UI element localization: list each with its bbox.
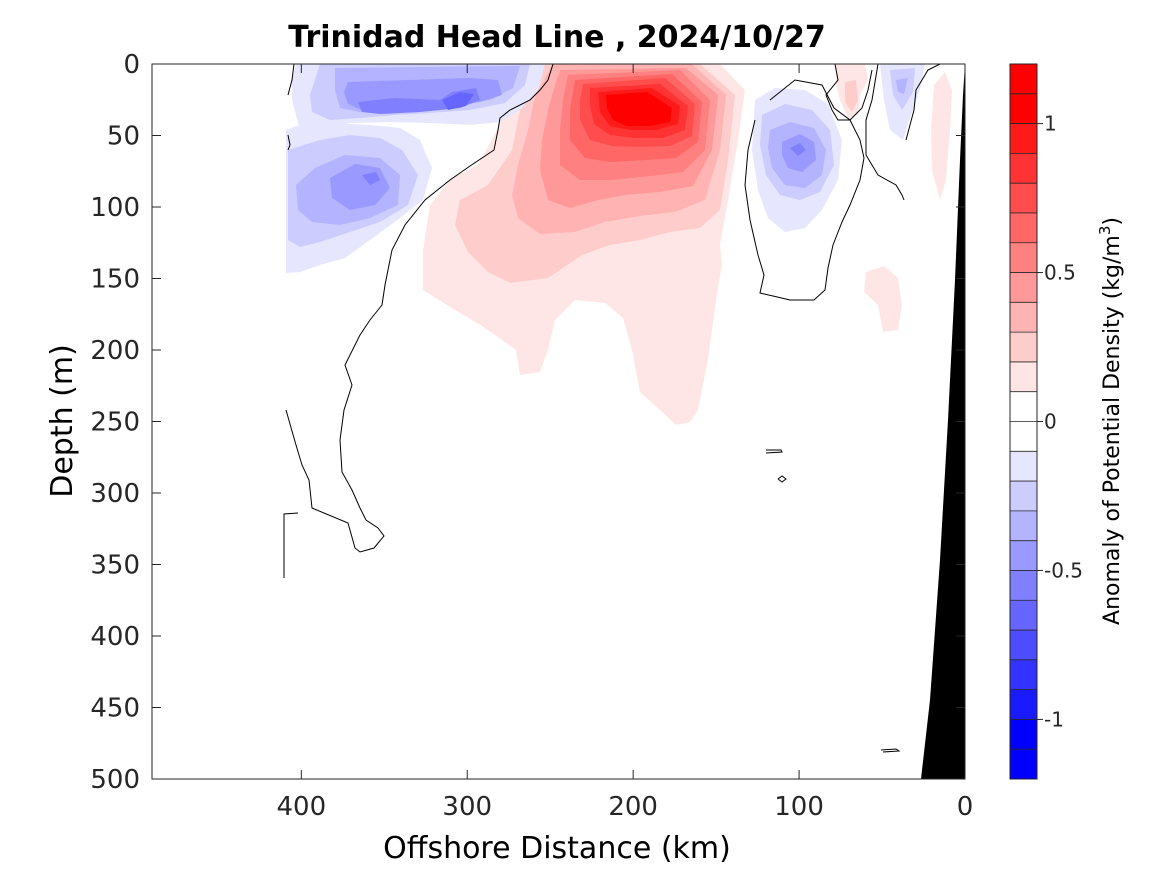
zero-contour-line (765, 449, 783, 454)
colorbar-segment (1010, 302, 1037, 333)
anomaly-region (606, 92, 672, 126)
y-tick-label: 100 (90, 193, 140, 223)
colorbar-segment (1010, 749, 1037, 779)
colorbar-segment (1010, 391, 1037, 422)
colorbar-label: Anomaly of Potential Density (kg/m3) (1096, 217, 1125, 625)
colorbar-segment (1010, 659, 1037, 690)
colorbar-segment (1010, 272, 1037, 303)
zero-contour-line (825, 64, 873, 121)
colorbar-segment (1010, 64, 1037, 94)
colorbar-segment (1010, 451, 1037, 482)
y-tick-label: 250 (90, 408, 140, 438)
y-tick-label: 400 (90, 622, 140, 652)
colorbar-segment (1010, 481, 1037, 511)
zero-contour-line (880, 748, 901, 753)
colorbar-segment (1010, 93, 1037, 124)
zero-contour-line (744, 79, 865, 301)
y-tick-label: 200 (90, 336, 140, 366)
zero-contour-line (905, 64, 941, 141)
colorbar-segment (1010, 510, 1037, 541)
x-axis-ticks: 400 300 200 100 0 (277, 64, 974, 822)
colorbar-segment (1010, 421, 1037, 452)
x-tick-label: 200 (608, 792, 658, 822)
zero-contour-line (865, 64, 905, 201)
x-axis-label: Offshore Distance (km) (383, 831, 731, 866)
colorbar-segment (1010, 540, 1037, 571)
colorbar-segment (1010, 630, 1037, 660)
colorbar-tick-label: -0.5 (1044, 558, 1083, 582)
anomaly-region (442, 92, 474, 110)
y-tick-label: 350 (90, 551, 140, 581)
colorbar (1009, 63, 1038, 780)
anomaly-region (362, 172, 380, 185)
zero-contour-line (285, 64, 554, 553)
x-tick-label: 400 (277, 792, 327, 822)
colorbar-segment (1010, 183, 1037, 213)
anomaly-region (896, 78, 908, 94)
colorbar-ticks: 1 0.5 0 -0.5 -1 (1037, 112, 1083, 731)
colorbar-segment (1010, 332, 1037, 362)
zero-contour-line (287, 64, 295, 96)
x-tick-label: 100 (774, 792, 824, 822)
zero-contour-line (287, 134, 291, 151)
colorbar-segment (1010, 361, 1037, 392)
bathymetry-shelf (921, 64, 965, 779)
colorbar-segment (1010, 212, 1037, 243)
colorbar-tick-label: 0.5 (1044, 261, 1076, 285)
colorbar-tick-label: 1 (1044, 112, 1057, 136)
colorbar-segment (1010, 689, 1037, 720)
x-tick-label: 300 (442, 792, 492, 822)
anomaly-region (395, 68, 445, 80)
colorbar-segment (1010, 570, 1037, 601)
y-tick-label: 300 (90, 479, 140, 509)
anomaly-region (864, 266, 902, 332)
colorbar-tick-label: 0 (1044, 410, 1057, 434)
y-tick-label: 450 (90, 694, 140, 724)
anomaly-region (845, 80, 858, 112)
y-axis-ticks: 0 50 100 150 200 250 300 350 400 450 500 (90, 50, 965, 795)
y-axis-label: Depth (m) (45, 344, 80, 498)
plot-area (283, 64, 965, 779)
colorbar-tick-label: -1 (1044, 707, 1064, 731)
anomaly-fills (286, 64, 952, 425)
x-tick-label: 0 (957, 792, 974, 822)
y-tick-label: 50 (107, 122, 140, 152)
zero-contour-lines (283, 64, 941, 753)
colorbar-segment (1010, 123, 1037, 154)
zero-contour-line (777, 475, 787, 483)
y-tick-label: 500 (90, 765, 140, 795)
colorbar-segment (1010, 719, 1037, 750)
colorbar-segment (1010, 242, 1037, 273)
zero-contour-line (283, 512, 299, 578)
anomaly-region (790, 143, 806, 156)
colorbar-segment (1010, 600, 1037, 631)
anomaly-region (931, 72, 952, 200)
y-tick-label: 0 (123, 50, 140, 80)
chart-title: Trinidad Head Line , 2024/10/27 (288, 20, 825, 55)
colorbar-segment (1010, 153, 1037, 184)
y-tick-label: 150 (90, 265, 140, 295)
